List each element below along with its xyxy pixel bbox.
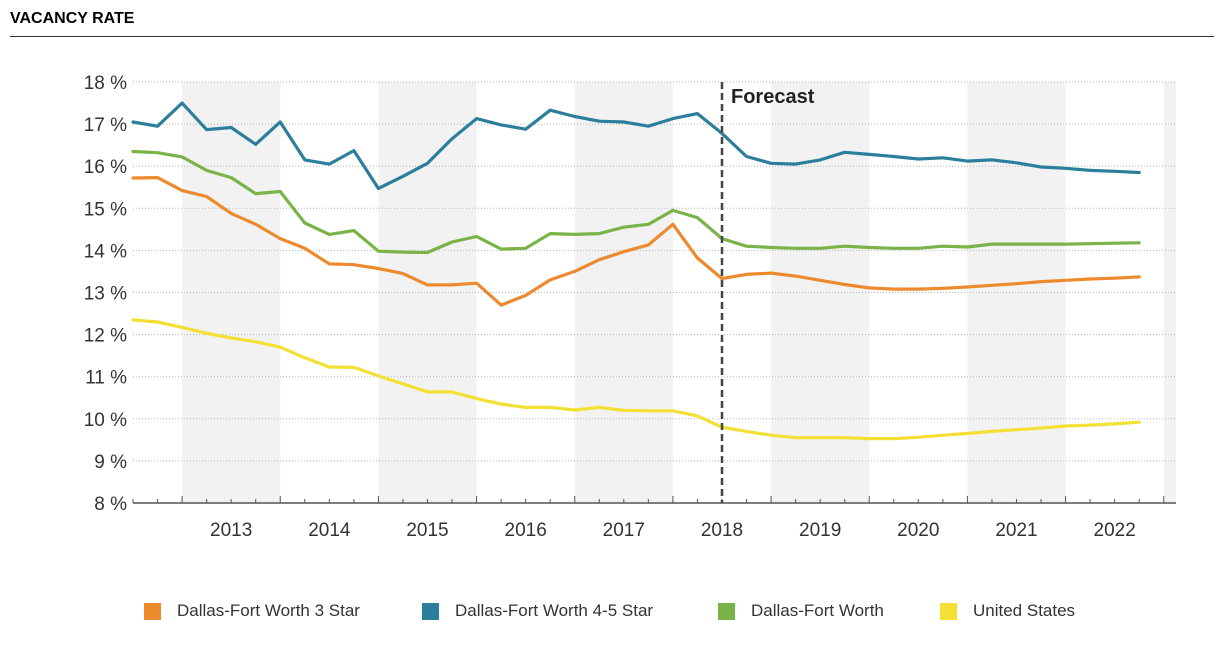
legend-label-united-states: United States xyxy=(973,601,1076,620)
y-tick-label: 18 % xyxy=(84,73,127,94)
legend-label-dfw-3-star: Dallas-Fort Worth 3 Star xyxy=(177,601,360,620)
y-tick-label: 17 % xyxy=(84,115,127,136)
legend-item-united-states[interactable]: United States xyxy=(940,598,1075,624)
y-tick-label: 14 % xyxy=(84,241,127,262)
vacancy-rate-chart: 8 % 9 % 10 % 11 % 12 % 13 % 14 % 15 % 16 % 17 % 18… xyxy=(84,73,1176,541)
series-line-0 xyxy=(131,176,1141,307)
legend-swatch-dfw-4-5-star xyxy=(422,602,439,620)
x-tick-label: 2018 xyxy=(701,520,743,541)
y-tick-label: 13 % xyxy=(84,284,127,305)
legend-label-dfw-4-5-star: Dallas-Fort Worth 4-5 Star xyxy=(455,601,654,620)
legend-swatch-dfw xyxy=(718,602,735,620)
x-tick-label: 2015 xyxy=(406,520,448,541)
page-title: VACANCY RATE xyxy=(10,10,135,27)
series-line-3 xyxy=(131,318,1141,441)
legend-swatch-dfw-3-star xyxy=(144,602,161,620)
legend-swatch-united-states xyxy=(940,602,957,620)
y-tick-label: 15 % xyxy=(84,199,127,220)
y-tick-label: 12 % xyxy=(84,326,127,347)
year-band xyxy=(182,82,281,503)
x-tick-label: 2016 xyxy=(505,520,547,541)
x-tick-label: 2017 xyxy=(603,520,645,541)
year-band xyxy=(1163,82,1176,503)
x-tick-label: 2020 xyxy=(897,520,939,541)
y-tick-label: 9 % xyxy=(94,452,127,473)
legend-item-dfw[interactable]: Dallas-Fort Worth xyxy=(718,598,884,624)
legend-label-dfw: Dallas-Fort Worth xyxy=(751,601,884,620)
forecast-label: Forecast xyxy=(731,86,815,108)
chart-legend: Dallas-Fort Worth 3 Star Dallas-Fort Wor… xyxy=(0,598,1228,628)
title-divider xyxy=(10,36,1214,37)
series-line-1 xyxy=(131,101,1141,191)
year-band xyxy=(574,82,673,503)
legend-item-dfw-4-5-star[interactable]: Dallas-Fort Worth 4-5 Star xyxy=(422,598,653,624)
x-tick-label: 2021 xyxy=(995,520,1037,541)
y-tick-label: 16 % xyxy=(84,157,127,178)
x-tick-label: 2013 xyxy=(210,520,252,541)
x-tick-label: 2022 xyxy=(1094,520,1136,541)
x-tick-label: 2019 xyxy=(799,520,841,541)
y-tick-label: 8 % xyxy=(94,494,127,515)
legend-item-dfw-3-star[interactable]: Dallas-Fort Worth 3 Star xyxy=(144,598,360,624)
y-tick-label: 10 % xyxy=(84,410,127,431)
y-tick-label: 11 % xyxy=(85,368,127,389)
x-tick-label: 2014 xyxy=(308,520,351,541)
series-line-2 xyxy=(131,149,1141,255)
